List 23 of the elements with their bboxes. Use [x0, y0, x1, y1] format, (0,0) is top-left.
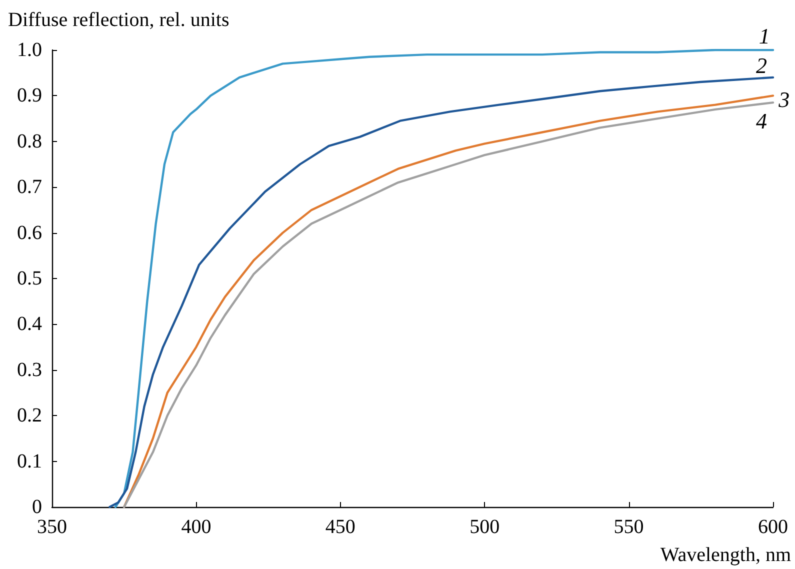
y-tick-label: 1.0: [17, 39, 42, 61]
x-tick-label: 550: [614, 516, 644, 538]
annotation: 1: [758, 24, 770, 48]
y-tick-label: 0.6: [17, 222, 42, 244]
y-tick-label: 0.7: [17, 176, 42, 198]
annotation: 2: [756, 53, 767, 78]
y-tick-label: 0.4: [17, 313, 42, 336]
y-tick-label: 0.1: [17, 450, 42, 472]
y-tick-label: 0.5: [17, 268, 42, 290]
annotation: 3: [778, 87, 790, 112]
x-tick-label: 350: [37, 516, 67, 538]
y-tick-label: 0.8: [17, 130, 42, 152]
x-tick-label: 400: [181, 516, 212, 538]
y-tick-label: 0: [32, 496, 42, 518]
y-tick-label: 0.3: [17, 358, 42, 381]
y-tick-label: 0.9: [17, 84, 42, 107]
x-tick-label: 450: [325, 516, 356, 538]
annotation: 4: [756, 108, 767, 134]
x-tick-label: 600: [758, 516, 788, 538]
x-axis-title: Wavelength, nm: [660, 544, 792, 566]
y-axis-title: Diffuse reflection, rel. units: [8, 9, 230, 31]
x-tick-label: 500: [470, 516, 500, 538]
y-tick-label: 0.2: [17, 404, 42, 427]
